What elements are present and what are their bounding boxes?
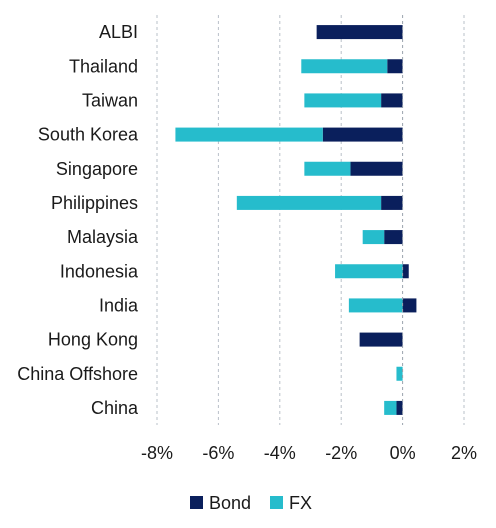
grid-lines xyxy=(156,15,465,425)
bar-bond-south-korea xyxy=(322,127,403,142)
category-label-philippines: Philippines xyxy=(51,193,138,213)
category-label-albi: ALBI xyxy=(99,22,138,42)
category-label-indonesia: Indonesia xyxy=(60,261,139,281)
bar-bond-hong-kong xyxy=(359,332,403,347)
category-label-hong-kong: Hong Kong xyxy=(48,330,138,350)
bar-fx-china xyxy=(384,400,397,415)
x-tick-label: -6% xyxy=(202,443,234,463)
x-tick-label: -8% xyxy=(141,443,173,463)
bar-bond-india xyxy=(402,298,417,313)
category-label-taiwan: Taiwan xyxy=(82,90,138,110)
bar-bond-singapore xyxy=(350,161,403,176)
bar-bond-indonesia xyxy=(402,264,409,279)
bar-fx-singapore xyxy=(304,161,351,176)
category-label-south-korea: South Korea xyxy=(38,125,139,145)
bar-fx-china-offshore xyxy=(396,366,403,381)
bar-fx-philippines xyxy=(236,195,382,210)
category-label-singapore: Singapore xyxy=(56,159,138,179)
bar-fx-taiwan xyxy=(304,93,382,108)
x-tick-label: -2% xyxy=(325,443,357,463)
category-label-malaysia: Malaysia xyxy=(67,227,139,247)
bar-fx-indonesia xyxy=(335,264,403,279)
bar-fx-india xyxy=(348,298,403,313)
x-tick-label: 0% xyxy=(390,443,416,463)
legend-swatch-fx xyxy=(270,496,283,509)
bar-bond-philippines xyxy=(381,195,403,210)
bar-fx-thailand xyxy=(301,59,388,74)
bar-bond-taiwan xyxy=(381,93,403,108)
bar-bond-albi xyxy=(316,25,403,40)
category-label-india: India xyxy=(99,295,139,315)
legend: Bond FX xyxy=(190,493,312,513)
category-label-thailand: Thailand xyxy=(69,56,138,76)
bar-fx-south-korea xyxy=(175,127,323,142)
legend-label-fx: FX xyxy=(289,493,312,513)
bar-bond-malaysia xyxy=(384,230,403,245)
category-label-china-offshore: China Offshore xyxy=(17,364,138,384)
bar-bond-thailand xyxy=(387,59,403,74)
x-tick-label: 2% xyxy=(451,443,477,463)
category-labels: ALBI Thailand Taiwan South Korea Singapore Ph… xyxy=(17,22,139,418)
x-tick-labels: -8% -6% -4% -2% 0% 2% xyxy=(141,443,477,463)
bar-fx-malaysia xyxy=(362,230,385,245)
x-tick-label: -4% xyxy=(264,443,296,463)
bars xyxy=(175,25,417,415)
legend-label-bond: Bond xyxy=(209,493,251,513)
bar-bond-china xyxy=(396,400,403,415)
category-label-china: China xyxy=(91,398,139,418)
legend-swatch-bond xyxy=(190,496,203,509)
